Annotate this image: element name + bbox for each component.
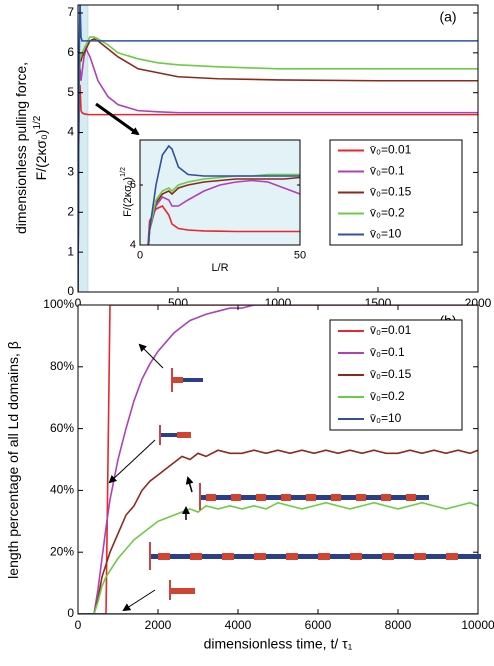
y-tick-label: 4 [130, 239, 136, 251]
pointer-arrow [185, 476, 194, 493]
y-axis-label: length percentage of all Ld domains, β [5, 341, 21, 579]
x-axis-label: dimensionless time, t/ τ₁ [204, 636, 353, 652]
y-tick-label: 2 [67, 204, 74, 218]
data-line [78, 36, 478, 292]
chart: 0 50 4 6 L/R F/(2κσ₀)1/2 [110, 132, 308, 277]
rod-cartoon [159, 425, 191, 445]
y-tick-label: 7 [67, 5, 74, 19]
x-tick-label: 10000 [461, 618, 494, 632]
data-line [78, 501, 478, 614]
rod-segment [256, 494, 266, 501]
legend-label: v̄₀=0.15 [370, 185, 412, 199]
y-tick-label: 1 [67, 244, 74, 258]
y-tick-label: 6 [130, 179, 136, 191]
rod-segment [206, 494, 216, 501]
data-line [78, 37, 478, 292]
data-line [78, 84, 478, 292]
inset-arrow [95, 102, 140, 136]
rod-segment [254, 553, 266, 560]
rod-segment [350, 553, 362, 560]
rod-cartoon [171, 368, 203, 392]
y-tick-label: 3 [67, 165, 74, 179]
y-tick-label: 40% [50, 483, 74, 497]
y-axis-label: F/(2κσ₀)1/2 [32, 115, 49, 180]
pointer-arrow [138, 343, 164, 369]
data-line [147, 204, 300, 245]
rod-segment [406, 494, 416, 501]
rod-segment [331, 494, 341, 501]
x-axis-label: L/R [211, 262, 228, 274]
data-line [147, 144, 300, 245]
legend-label: v̄₀=0.01 [370, 143, 412, 157]
axes-frame [139, 139, 301, 246]
data-line [147, 179, 300, 245]
x-tick-label: 50 [294, 250, 306, 262]
rod-segment [356, 494, 366, 501]
axes-frame [77, 4, 479, 293]
rod-segment [190, 553, 202, 560]
rod-segment [222, 553, 234, 560]
x-tick-label: 6000 [305, 618, 332, 632]
y-tick-label: 20% [50, 544, 74, 558]
rod-segment [382, 553, 394, 560]
rod-segments [158, 494, 458, 560]
legend-label: v̄₀=10 [370, 411, 402, 425]
y-axis-label-part: F/(2κσ₀) [122, 177, 134, 217]
data-line [78, 305, 478, 614]
y-axis-label: F/(2κσ₀)1/2 [120, 167, 134, 217]
legend-label: v̄₀=0.1 [370, 164, 405, 178]
data-line [147, 173, 300, 245]
y-axis-label-superscript: 1/2 [120, 167, 127, 177]
panel-label: (a) [439, 9, 456, 25]
y-tick-label: 80% [50, 359, 74, 373]
y-tick-label: 60% [50, 421, 74, 435]
legend-label: v̄₀=0.15 [370, 367, 412, 381]
x-tick-label: 2000 [145, 618, 172, 632]
rod-cartoon [169, 580, 195, 600]
y-tick-label: 4 [67, 125, 74, 139]
x-tick-label: 8000 [385, 618, 412, 632]
rod-segment [446, 553, 458, 560]
rod-segment [414, 553, 426, 560]
legend-label: v̄₀=10 [370, 227, 402, 241]
rod-segment [318, 553, 330, 560]
rod-segment [286, 553, 298, 560]
y-axis-label: dimensionless pulling force, [13, 62, 29, 234]
data-line [78, 46, 478, 292]
y-tick-label: 6 [67, 45, 74, 59]
rod-segment [158, 553, 170, 560]
legend-label: v̄₀=0.1 [370, 345, 405, 359]
pointer-arrow [108, 439, 156, 484]
legend-label: v̄₀=0.2 [370, 389, 405, 403]
rod-segment [281, 494, 291, 501]
y-tick-label: 0 [67, 284, 74, 298]
x-tick-label: 0 [137, 250, 143, 262]
legend-label: v̄₀=0.2 [370, 206, 405, 220]
x-tick-label: 4000 [225, 618, 252, 632]
y-axis-label-superscript: 1/2 [32, 115, 43, 129]
decorations [95, 102, 481, 612]
rod-segment [381, 494, 391, 501]
chart: 0 2000 4000 6000 8000 10000 0 20% 40% 60% 80% 100% d… [5, 297, 494, 652]
x-tick-label: 0 [75, 296, 82, 310]
y-axis-label-part: F/(2κσ₀) [33, 130, 49, 181]
y-tick-label: 100% [43, 297, 74, 311]
x-tick-label: 0 [75, 618, 82, 632]
rod-cartoon [149, 542, 481, 570]
data-line [147, 176, 300, 245]
y-axis-label-part: length percentage of all Ld domains, β [5, 341, 21, 579]
legend-label: v̄₀=0.01 [370, 323, 412, 337]
data-line [78, 449, 478, 614]
pointer-arrow [122, 589, 156, 612]
y-tick-label: 5 [67, 85, 74, 99]
rod-segment [231, 494, 241, 501]
y-axis-label-part: dimensionless pulling force, [13, 62, 29, 234]
axes-frame [77, 304, 479, 615]
rod-segment [306, 494, 316, 501]
data-line [78, 5, 478, 292]
y-tick-label: 0 [67, 606, 74, 620]
